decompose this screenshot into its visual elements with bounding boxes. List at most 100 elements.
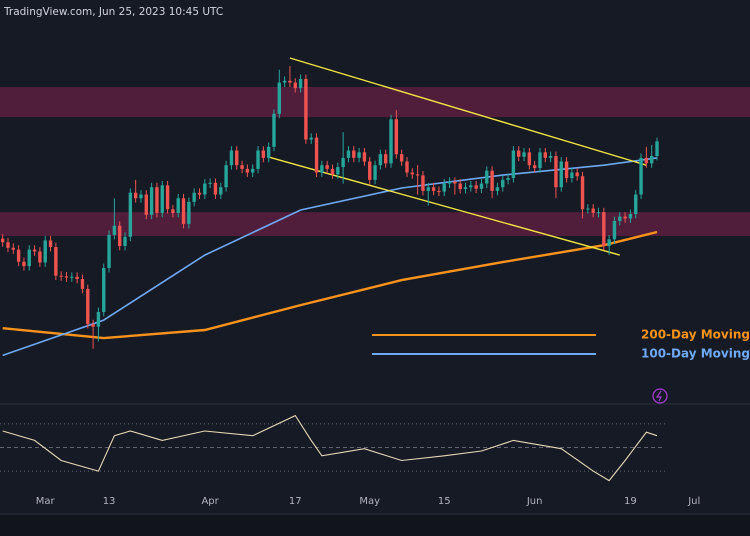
candle-body [384,154,388,164]
candle-body [171,209,175,213]
candle-body [208,182,212,184]
candle-body [27,249,31,267]
x-tick-label: 17 [289,496,302,507]
candle-body [320,165,324,173]
candle-body [564,161,569,179]
candle-body [330,168,335,175]
candle-body [6,242,10,248]
candle-body [389,119,393,164]
candle-body [421,175,425,191]
candle-body [245,168,250,173]
candle-body [586,208,590,210]
candle-body [373,165,377,180]
trendline [289,57,647,166]
candle-body [165,185,170,210]
candle-body [501,179,505,188]
candle-body [251,168,255,173]
candle-body [59,275,63,277]
candle-body [128,192,133,237]
candle-body [64,276,69,278]
candle-body [298,78,303,89]
candle-body [352,150,356,158]
candle-body [112,225,117,235]
candle-body [235,150,239,166]
candle-body [538,152,542,169]
candle-body [22,261,26,267]
candle-body [123,236,127,246]
x-tick-label: 19 [624,496,637,507]
candle-body [181,198,186,224]
candle-body [325,165,329,169]
candle-body [277,82,281,114]
candle-body [48,240,53,248]
candle-body [458,183,462,190]
candle-body [575,172,579,177]
support-resistance-zone [0,87,750,118]
candle-body [149,187,154,215]
candle-body [197,192,202,195]
candle-body [213,182,218,195]
candle-body [463,187,468,190]
candle-body [602,212,606,246]
candle-body [415,174,420,176]
candle-body [394,119,399,155]
candle-body [655,141,659,157]
candle-body [70,276,74,278]
candle-body [378,154,383,166]
candle-body [224,165,228,188]
candle-body [240,165,244,169]
candle-body [256,150,260,169]
candle-body [102,267,106,313]
candle-body [596,212,601,214]
candle-body [288,80,292,83]
candle-body [91,324,95,327]
candle-body [580,176,585,210]
candle-body [341,157,345,168]
candle-body [405,161,409,173]
rsi-line [2,414,658,482]
candle-body [272,113,276,147]
candle-body [410,172,414,175]
moving-average-line [2,230,658,340]
moving-average-line [2,157,658,357]
candle-body [623,216,627,219]
bottom-bar [0,514,750,536]
chart-title: TradingView.com, Jun 25, 2023 10:45 UTC [3,6,223,18]
x-tick-label: May [359,496,380,507]
candle-body [485,170,489,184]
candle-body [511,150,516,179]
candle-body [548,156,553,158]
candle-body [628,214,633,219]
candle-body [203,183,207,195]
candle-body [570,172,574,179]
candle-body [155,187,159,213]
candle-body [118,225,122,246]
candle-body [86,288,90,325]
support-resistance-zone [0,212,750,237]
candle-body [43,240,47,263]
candle-body [591,208,595,213]
x-tick-label: Jul [687,496,700,507]
candle-body [559,161,563,188]
legend-label: 200-Day Moving Av [641,328,750,342]
candle-body [479,183,484,189]
candle-body [607,239,611,246]
candle-body [644,157,649,164]
candle-body [495,187,500,191]
candle-body [282,80,287,83]
indicator-icon[interactable] [652,388,668,404]
candle-body [261,150,266,158]
candle-body [426,187,430,191]
candle-body [107,234,111,268]
trendline [268,156,620,256]
candle-body [160,185,164,213]
candle-body [293,82,297,89]
x-tick-label: Mar [36,496,56,507]
candle-body [96,312,101,327]
candle-body [54,247,58,276]
candle-body [336,167,340,175]
candle-body [447,181,452,184]
